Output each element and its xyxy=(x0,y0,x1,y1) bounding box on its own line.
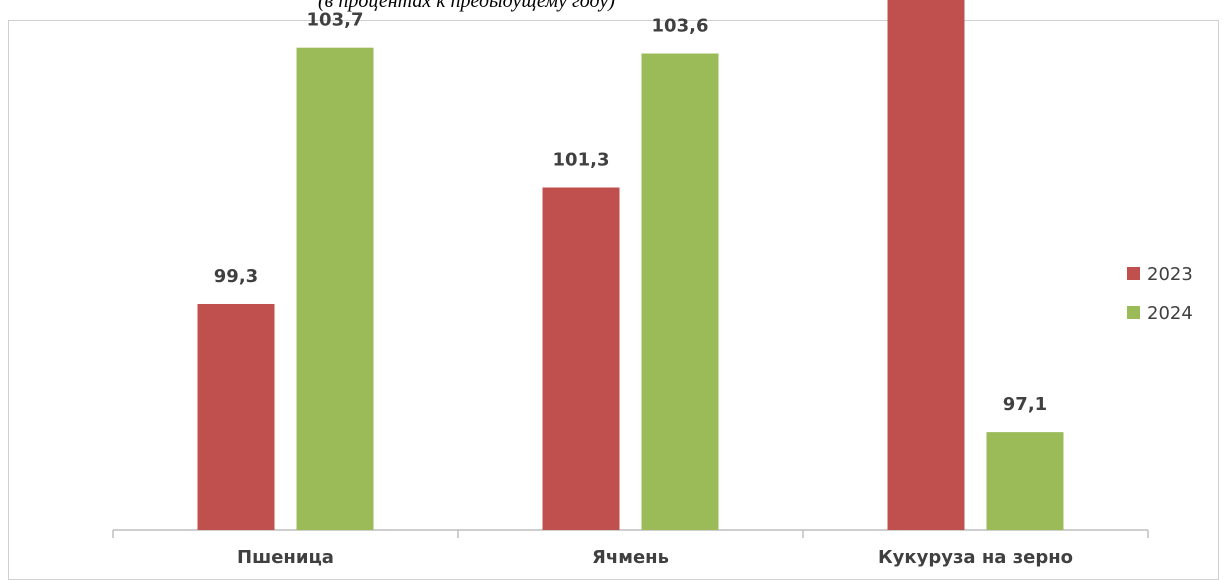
category-label: Ячмень xyxy=(592,547,669,568)
bar-2023-1 xyxy=(197,303,275,530)
legend-label: 2024 xyxy=(1147,303,1193,324)
bar-2024-1 xyxy=(296,47,374,530)
bar-2023-2 xyxy=(542,187,620,531)
bar-2024-2 xyxy=(641,53,719,530)
data-label: 103,7 xyxy=(307,10,364,31)
data-label: 101,3 xyxy=(553,149,610,170)
chart-subtitle: (в процентах к предыдущему году) xyxy=(318,0,615,12)
data-label: 99,3 xyxy=(214,266,258,287)
data-label: 103,6 xyxy=(652,16,709,37)
category-label: Пшеница xyxy=(237,547,334,568)
legend-label: 2023 xyxy=(1147,264,1193,285)
bar-2024-3 xyxy=(986,432,1064,530)
bar-2023-3 xyxy=(887,0,965,531)
legend-swatch-2023 xyxy=(1127,267,1140,280)
category-label: Кукуруза на зерно xyxy=(878,547,1073,568)
data-label: 97,1 xyxy=(1003,394,1047,415)
legend-swatch-2024 xyxy=(1127,306,1140,319)
